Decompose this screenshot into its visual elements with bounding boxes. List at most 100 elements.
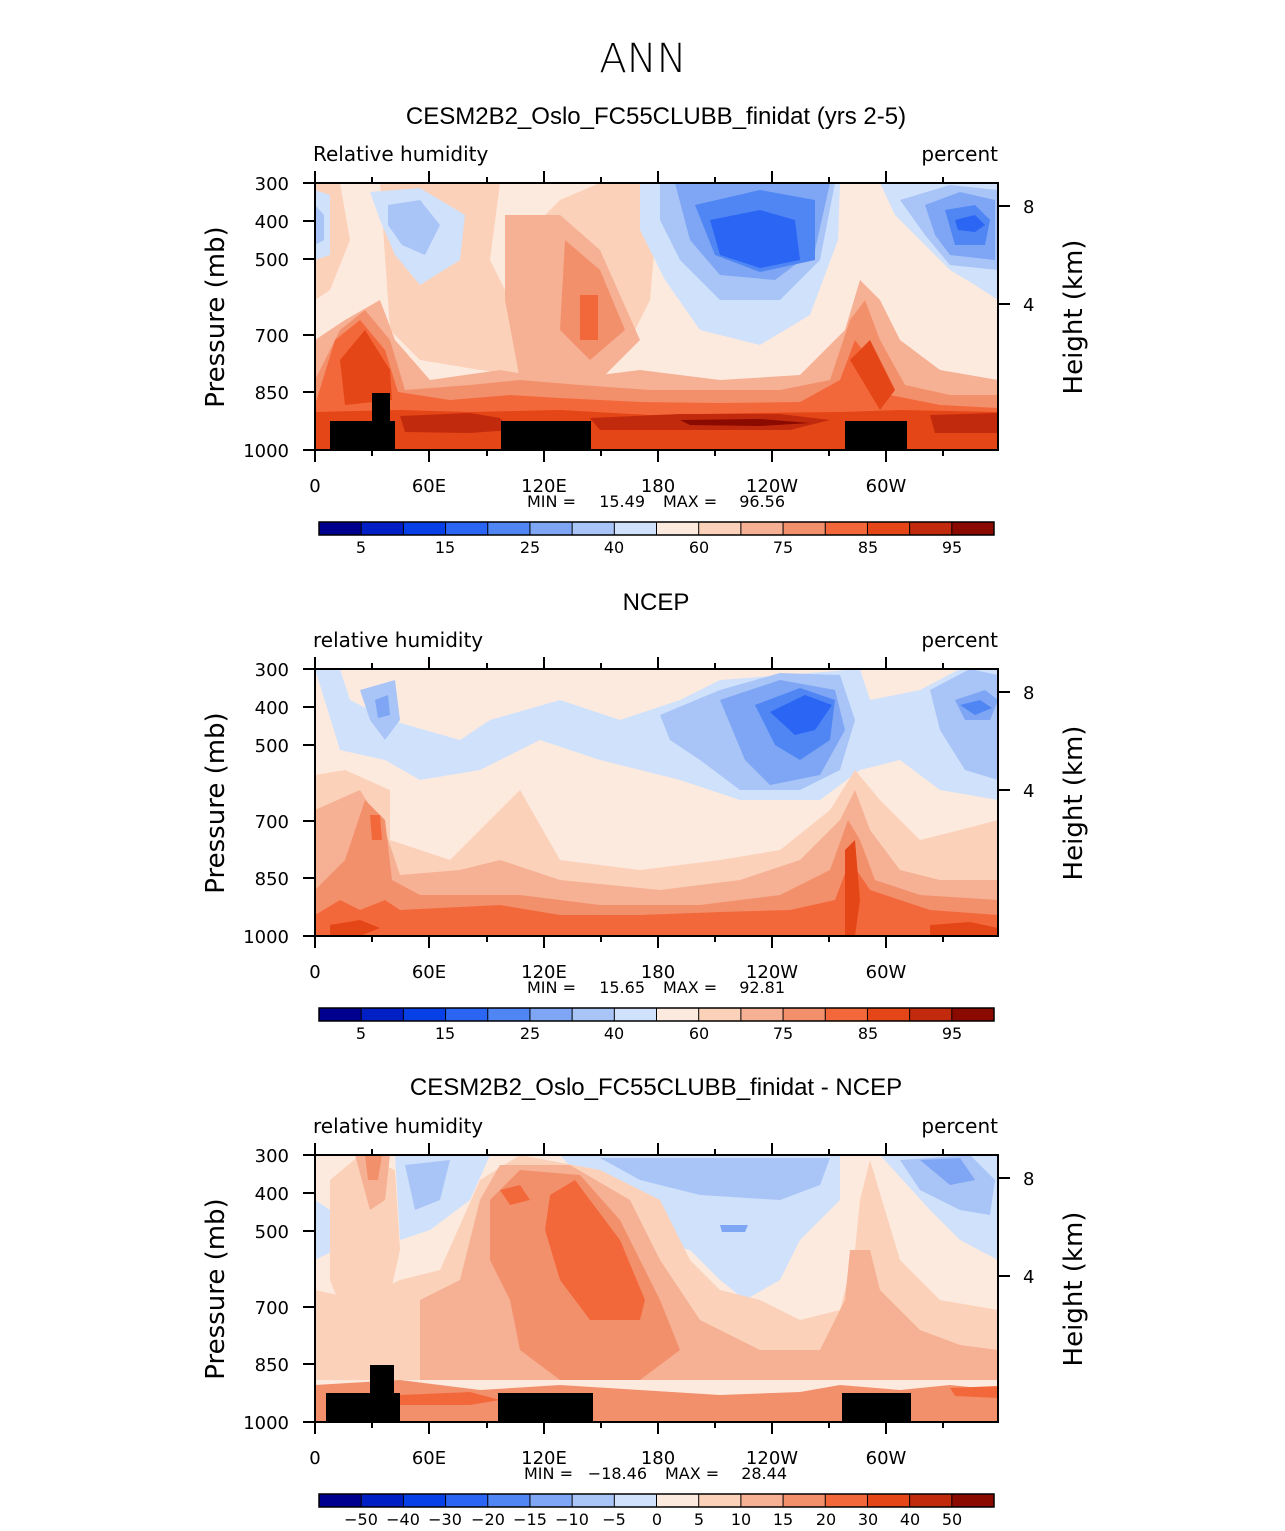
- left-label: Relative humidity: [313, 142, 488, 166]
- colorbar-swatch: [572, 1494, 615, 1507]
- colorbar-swatch: [403, 1008, 446, 1021]
- x-tick-label: 60W: [866, 962, 907, 983]
- y2-tick-label: 4: [1023, 781, 1034, 802]
- colorbar-swatch: [529, 1008, 573, 1021]
- max-label: MAX =: [665, 1464, 719, 1483]
- y2-tick-labels: 8 4: [1023, 197, 1034, 316]
- right-label: percent: [921, 142, 998, 166]
- colorbar-swatch: [403, 522, 446, 535]
- colorbar-label: −15: [513, 1510, 547, 1529]
- min-value: 15.65: [599, 978, 645, 997]
- min-label: MIN =: [524, 1464, 573, 1483]
- colorbar-swatch: [614, 522, 657, 535]
- x-tick-label: 60E: [412, 476, 446, 497]
- stats: MIN = −18.46 MAX = 28.44: [524, 1464, 787, 1483]
- colorbar-swatch: [487, 522, 531, 535]
- colorbar-swatch: [783, 1008, 826, 1021]
- y2-tick-label: 4: [1023, 295, 1034, 316]
- colorbar-swatch: [529, 522, 573, 535]
- y2-tick-labels: 8 4: [1023, 683, 1034, 802]
- colorbar-label: −5: [602, 1510, 626, 1529]
- colorbar-swatch: [572, 522, 615, 535]
- panel-model: CESM2B2_Oslo_FC55CLUBB_finidat (yrs 2-5)…: [201, 103, 1089, 557]
- colorbar-label: 60: [689, 1024, 709, 1043]
- colorbar-labels: 5 15 25 40 60 75 85 95: [356, 538, 962, 557]
- colorbar-swatch: [698, 522, 742, 535]
- colorbar-swatch: [740, 1494, 784, 1507]
- y-tick-label: 700: [255, 326, 289, 347]
- y2-axis-label: Height (km): [1059, 726, 1089, 881]
- colorbar-swatch: [361, 1494, 404, 1507]
- x-tick-label: 180: [641, 962, 675, 983]
- colorbar-label: 60: [689, 538, 709, 557]
- panel-title: NCEP: [623, 589, 690, 616]
- y-tick-label: 300: [255, 174, 289, 195]
- max-value: 92.81: [739, 978, 785, 997]
- colorbar-swatch: [529, 1494, 573, 1507]
- right-label: percent: [921, 628, 998, 652]
- y2-axis-label: Height (km): [1059, 1212, 1089, 1367]
- colorbar-label: 40: [900, 1510, 920, 1529]
- colorbar-border: [318, 521, 995, 536]
- colorbar-label: 15: [435, 1024, 455, 1043]
- x-tick-label: 120E: [521, 962, 567, 983]
- x-tick-label: 120W: [746, 476, 798, 497]
- colorbar-swatch: [951, 1494, 995, 1507]
- x-tick-label: 0: [309, 962, 320, 983]
- colorbar-border: [318, 1493, 995, 1508]
- y-tick-label: 500: [255, 736, 289, 757]
- colorbar-swatch: [783, 1494, 826, 1507]
- colorbar-swatch: [572, 1008, 615, 1021]
- contour-field: [315, 1155, 998, 1422]
- colorbar-swatch: [614, 1008, 657, 1021]
- x-tick-label: 120W: [746, 1448, 798, 1469]
- x-tick-labels: 0 60E 120E 180 120W 60W: [309, 476, 906, 497]
- colorbar-swatch: [740, 522, 784, 535]
- colorbar-label: 75: [773, 1024, 793, 1043]
- plot-frame: [303, 657, 1010, 948]
- y-tick-labels: 300 400 500 700 850 1000: [243, 174, 289, 462]
- colorbar-swatch: [656, 1494, 700, 1507]
- panel-difference: CESM2B2_Oslo_FC55CLUBB_finidat - NCEP re…: [201, 1074, 1089, 1529]
- colorbar-swatch: [319, 1008, 362, 1021]
- x-tick-labels: 0 60E 120E 180 120W 60W: [309, 962, 906, 983]
- colorbar-swatch: [487, 1008, 531, 1021]
- panel-title: CESM2B2_Oslo_FC55CLUBB_finidat - NCEP: [410, 1074, 902, 1101]
- y-tick-label: 400: [255, 212, 289, 233]
- y2-tick-label: 8: [1023, 1169, 1034, 1190]
- panel-ncep: NCEP relative humidity percent Pressure …: [201, 589, 1089, 1043]
- colorbar-label: 95: [942, 1024, 962, 1043]
- colorbar-swatch: [614, 1494, 657, 1507]
- colorbar-label: −10: [555, 1510, 589, 1529]
- y-axis-label: Pressure (mb): [201, 1198, 231, 1379]
- right-label: percent: [921, 1114, 998, 1138]
- colorbar-label: 15: [435, 538, 455, 557]
- y-tick-label: 500: [255, 1222, 289, 1243]
- colorbar-swatch: [319, 522, 362, 535]
- colorbar-swatch: [445, 522, 489, 535]
- colorbar-swatch: [656, 1008, 700, 1021]
- colorbar-swatch: [361, 522, 404, 535]
- colorbar-swatch: [825, 1008, 868, 1021]
- y2-tick-label: 8: [1023, 683, 1034, 704]
- min-label: MIN =: [527, 492, 576, 511]
- colorbar: [318, 1007, 995, 1022]
- y2-tick-label: 4: [1023, 1267, 1034, 1288]
- x-tick-label: 60E: [412, 962, 446, 983]
- y-tick-label: 500: [255, 250, 289, 271]
- colorbar-label: −20: [471, 1510, 505, 1529]
- colorbar-label: 25: [520, 538, 540, 557]
- colorbar: [318, 1493, 995, 1508]
- y-tick-labels: 300 400 500 700 850 1000: [243, 660, 289, 948]
- colorbar-label: 50: [942, 1510, 962, 1529]
- left-label: relative humidity: [313, 1114, 483, 1138]
- colorbar-swatch: [403, 1494, 446, 1507]
- colorbar-swatch: [361, 1008, 404, 1021]
- x-tick-label: 120E: [521, 1448, 567, 1469]
- x-tick-label: 0: [309, 476, 320, 497]
- left-label: relative humidity: [313, 628, 483, 652]
- stats: MIN = 15.49 MAX = 96.56: [527, 492, 785, 511]
- colorbar-labels: −50 −40 −30 −20 −15 −10 −5 0 5 10 15 20 …: [344, 1510, 962, 1529]
- y-axis-label: Pressure (mb): [201, 712, 231, 893]
